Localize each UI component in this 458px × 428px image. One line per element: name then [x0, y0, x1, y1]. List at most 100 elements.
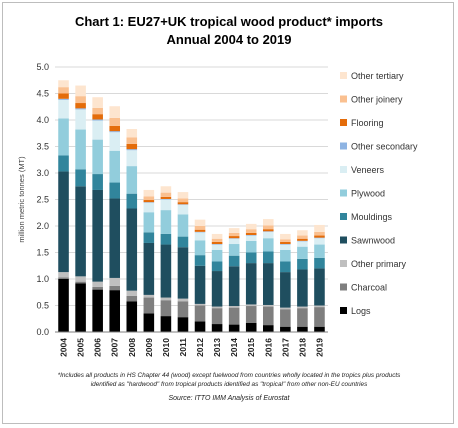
y-tick-label: 4.5 — [36, 89, 49, 99]
bar-segment-other-tertiary-2014 — [228, 228, 240, 233]
x-tick-label: 2016 — [263, 338, 273, 357]
bar-segment-logs-2016 — [262, 325, 274, 332]
x-tick-label: 2017 — [280, 338, 290, 357]
bar-segment-sawnwood-2011 — [177, 247, 189, 299]
bar-segment-sawnwood-2017 — [280, 272, 291, 308]
bar-segment-plywood-2009 — [143, 212, 155, 233]
bar-segment-other-tertiary-2010 — [160, 186, 172, 193]
bar-segment-mouldings-2012 — [194, 255, 206, 266]
bar-segment-charcoal-2017 — [280, 309, 291, 327]
bar-segment-mouldings-2004 — [58, 155, 69, 172]
source-note: Source: ITTO IMM Analysis of Eurostat — [168, 395, 290, 402]
bar-segment-charcoal-2008 — [126, 295, 138, 302]
bar-segment-sawnwood-2014 — [228, 266, 240, 307]
bar-segment-other-joinery-2014 — [228, 232, 240, 237]
bar-segment-other-primary-2010 — [160, 297, 172, 301]
bar-segment-other-secondary-2008 — [126, 149, 138, 151]
bar-segment-other-joinery-2015 — [245, 229, 257, 233]
bar-segment-mouldings-2009 — [143, 232, 155, 243]
bar-segment-other-secondary-2018 — [297, 240, 308, 242]
x-tick-label: 2013 — [212, 338, 222, 357]
x-tick-label: 2010 — [161, 338, 171, 357]
bar-segment-veneers-2016 — [262, 231, 274, 239]
bar-segment-other-secondary-2010 — [160, 198, 172, 200]
bar-segment-plywood-2017 — [280, 249, 291, 262]
bar-segment-other-tertiary-2005 — [75, 85, 86, 97]
chart-title: Chart 1: EU27+UK tropical wood product* … — [74, 14, 384, 29]
bar-segment-mouldings-2015 — [245, 252, 257, 264]
bar-segment-sawnwood-2016 — [262, 263, 274, 305]
bar-segment-other-tertiary-2007 — [109, 106, 121, 118]
bar-segment-veneers-2014 — [228, 238, 240, 245]
x-tick-label: 2018 — [297, 338, 307, 357]
bar-segment-other-joinery-2011 — [177, 198, 189, 203]
footnote-line-1: *Includes all products in HS Chapter 44 … — [57, 372, 401, 379]
bar-segment-charcoal-2006 — [92, 286, 103, 290]
bar-segment-sawnwood-2009 — [143, 242, 155, 295]
bar-segment-other-secondary-2006 — [92, 119, 103, 121]
bar-segment-veneers-2017 — [280, 244, 291, 250]
bar-segment-logs-2012 — [194, 321, 206, 332]
bar-segment-sawnwood-2006 — [92, 189, 103, 282]
bar-segment-charcoal-2013 — [211, 308, 223, 325]
bar-segment-logs-2017 — [280, 326, 291, 332]
legend-label: Other tertiary — [351, 71, 404, 81]
bar-segment-other-primary-2005 — [75, 276, 86, 282]
bar-segment-other-joinery-2016 — [262, 225, 274, 230]
bar-segment-sawnwood-2004 — [58, 171, 69, 273]
legend-label: Other primary — [351, 259, 407, 269]
bar-segment-other-secondary-2019 — [314, 237, 325, 239]
legend-swatch — [340, 166, 347, 173]
bar-segment-sawnwood-2007 — [109, 198, 121, 278]
bar-segment-other-tertiary-2009 — [143, 189, 155, 197]
bar-segment-flooring-2006 — [92, 114, 103, 120]
bar-segment-flooring-2019 — [314, 235, 325, 238]
bar-segment-flooring-2017 — [280, 241, 291, 245]
bar-segment-veneers-2012 — [194, 232, 206, 241]
bar-segment-other-secondary-2005 — [75, 108, 86, 110]
bar-segment-plywood-2011 — [177, 214, 189, 237]
bar-segment-flooring-2007 — [109, 125, 121, 132]
x-tick-label: 2005 — [76, 338, 86, 357]
bar-segment-other-tertiary-2011 — [177, 192, 189, 199]
legend-label: Charcoal — [351, 283, 387, 293]
bar-segment-logs-2004 — [58, 279, 69, 332]
bar-segment-veneers-2013 — [211, 244, 223, 250]
bar-segment-other-secondary-2012 — [194, 231, 206, 233]
x-tick-label: 2011 — [178, 338, 188, 357]
legend-label: Other secondary — [351, 142, 418, 152]
bar-segment-flooring-2018 — [297, 238, 308, 241]
bar-segment-plywood-2012 — [194, 240, 206, 256]
legend-label: Sawnwood — [351, 236, 395, 246]
bar-segment-plywood-2008 — [126, 166, 138, 194]
bar-segment-mouldings-2019 — [314, 257, 325, 269]
bar-segment-mouldings-2007 — [109, 182, 121, 199]
bar-segment-flooring-2004 — [58, 93, 69, 99]
bar-segment-other-tertiary-2008 — [126, 129, 138, 138]
bar-segment-mouldings-2016 — [262, 251, 274, 264]
legend: Other tertiary Other joinery Flooring Other… — [340, 71, 418, 316]
bar-segment-other-primary-2006 — [92, 281, 103, 287]
bar-segment-other-joinery-2008 — [126, 137, 138, 144]
bar-segment-charcoal-2010 — [160, 300, 172, 317]
x-tick-label: 2019 — [314, 338, 324, 357]
legend-swatch — [340, 72, 347, 79]
bar-segment-other-primary-2017 — [280, 307, 291, 310]
bar-segment-other-tertiary-2012 — [194, 219, 206, 226]
bar-segment-veneers-2004 — [58, 99, 69, 119]
legend-swatch — [340, 307, 347, 314]
y-tick-label: 4.0 — [36, 115, 49, 125]
axes: 0.0 0.5 1.0 1.5 2.0 2.5 3.0 3.5 4.0 4.5 5.0 million… — [17, 62, 328, 357]
bar-segment-veneers-2009 — [143, 202, 155, 213]
bar-segment-other-secondary-2009 — [143, 202, 155, 203]
y-tick-label: 1.5 — [36, 248, 49, 258]
y-tick-label: 3.0 — [36, 168, 49, 178]
bar-segment-veneers-2007 — [109, 132, 121, 151]
bar-segment-charcoal-2011 — [177, 301, 189, 318]
bar-segment-charcoal-2004 — [58, 277, 69, 279]
bar-segment-veneers-2008 — [126, 150, 138, 167]
bar-segment-charcoal-2012 — [194, 305, 206, 322]
x-tick-label: 2006 — [93, 338, 103, 357]
bar-segment-veneers-2015 — [245, 235, 257, 241]
y-tick-label: 5.0 — [36, 62, 49, 72]
